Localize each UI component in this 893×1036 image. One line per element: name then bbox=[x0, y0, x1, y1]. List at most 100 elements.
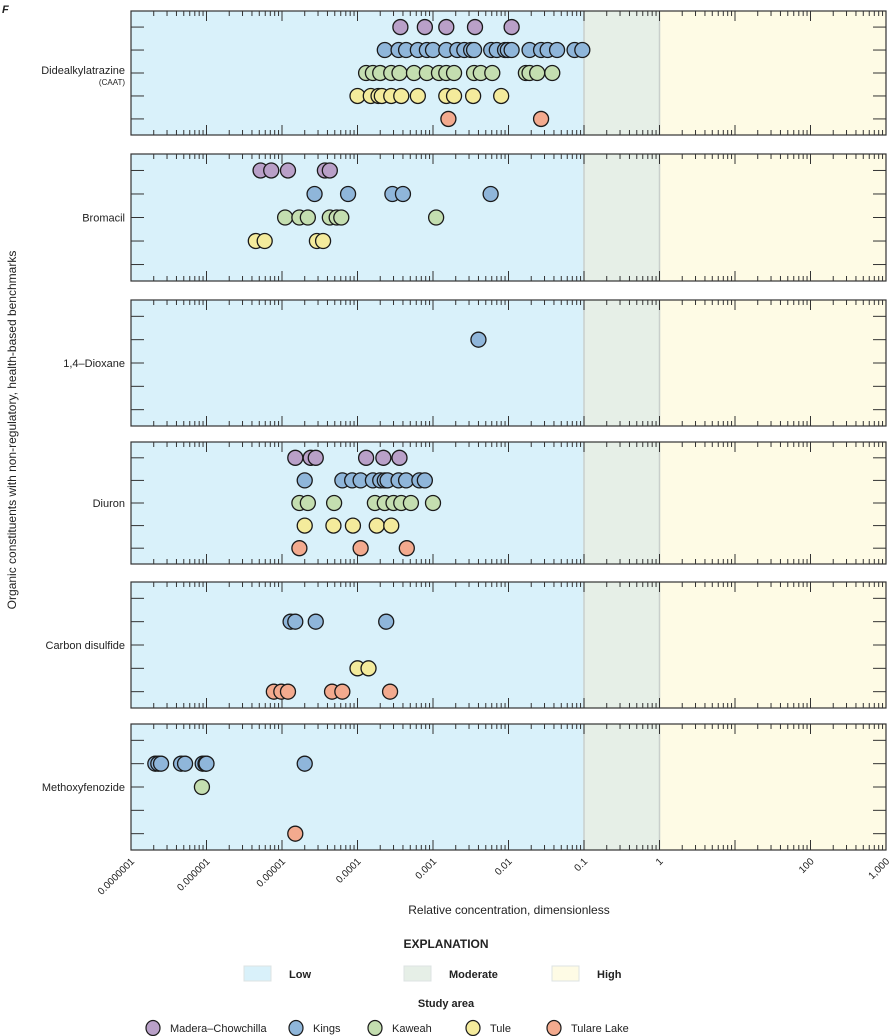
data-point-kings bbox=[470, 331, 487, 348]
data-point-kaweah bbox=[424, 494, 442, 512]
legend-marker-madera-chowchilla bbox=[145, 1019, 161, 1036]
data-point-kings bbox=[307, 613, 324, 630]
data-point-kaweah bbox=[325, 494, 343, 512]
x-tick-label: 0.01 bbox=[493, 856, 515, 878]
legend-marker-kaweah bbox=[367, 1019, 383, 1036]
panel-sublabel: (CAAT) bbox=[99, 78, 125, 87]
data-point-kaweah bbox=[193, 778, 211, 796]
data-point-kaweah bbox=[299, 494, 317, 512]
data-point-tulare-lake bbox=[334, 683, 351, 700]
x-tick-label: 100 bbox=[797, 856, 817, 876]
legend: EXPLANATION Low Moderate High Study area M… bbox=[145, 937, 629, 1036]
panel-label: Diuron bbox=[93, 498, 125, 510]
x-axis-label: Relative concentration, dimensionless bbox=[408, 903, 609, 917]
data-point-kings bbox=[574, 41, 591, 59]
x-tick-labels: 0.0000001 0.000001 0.00001 0.0001 0.001 0.01 0… bbox=[96, 856, 893, 898]
legend-label-madera-chowchilla: Madera–Chowchilla bbox=[170, 1023, 267, 1035]
band-high bbox=[659, 442, 886, 564]
data-point-kings bbox=[503, 41, 520, 59]
data-point-madera-chowchilla bbox=[391, 449, 408, 466]
data-point-madera-chowchilla bbox=[357, 449, 375, 466]
x-tick-label: 1,000 bbox=[867, 856, 893, 882]
panel-label: 1,4–Dioxane bbox=[63, 358, 125, 370]
x-tick-label: 1 bbox=[654, 856, 666, 868]
data-point-tule bbox=[296, 517, 313, 534]
data-point-kings bbox=[296, 755, 313, 772]
x-tick-label: 0.001 bbox=[414, 856, 440, 882]
data-point-tule bbox=[383, 517, 400, 534]
legend-label-low: Low bbox=[289, 969, 311, 981]
legend-label-high: High bbox=[597, 969, 622, 981]
data-point-kaweah bbox=[276, 209, 294, 226]
data-point-kings bbox=[548, 41, 566, 59]
data-point-kings bbox=[376, 41, 393, 59]
band-moderate bbox=[584, 724, 660, 850]
data-point-tule bbox=[464, 87, 482, 105]
data-point-kings bbox=[378, 613, 395, 630]
data-point-tule bbox=[368, 517, 385, 534]
legend-study-area-title: Study area bbox=[418, 998, 475, 1010]
data-point-kaweah bbox=[391, 64, 408, 82]
data-point-kings bbox=[482, 185, 499, 203]
data-point-kings bbox=[296, 472, 313, 489]
data-point-tule bbox=[344, 517, 362, 534]
band-moderate bbox=[584, 582, 660, 708]
band-high bbox=[659, 300, 886, 426]
band-high bbox=[659, 724, 886, 850]
x-tick-label: 0.00001 bbox=[255, 856, 289, 890]
legend-swatch-low bbox=[243, 965, 272, 982]
data-point-tule bbox=[256, 232, 273, 250]
band-moderate bbox=[584, 300, 660, 426]
panel-label: Bromacil bbox=[82, 213, 125, 225]
data-point-madera-chowchilla bbox=[392, 18, 409, 36]
data-point-kaweah bbox=[299, 209, 317, 226]
data-point-madera-chowchilla bbox=[466, 18, 484, 36]
data-point-madera-chowchilla bbox=[438, 18, 455, 36]
band-low bbox=[131, 154, 584, 281]
data-point-kaweah bbox=[529, 64, 546, 82]
panel-2: 1,4–Dioxane bbox=[63, 299, 887, 427]
legend-label-moderate: Moderate bbox=[449, 969, 498, 981]
band-high bbox=[659, 154, 886, 281]
data-point-madera-chowchilla bbox=[503, 18, 520, 36]
x-tick-label: 0.1 bbox=[573, 856, 591, 874]
data-point-tulare-lake bbox=[532, 110, 550, 128]
data-point-kings bbox=[465, 41, 483, 59]
data-point-madera-chowchilla bbox=[287, 449, 304, 466]
panels: Didealkylatrazine(CAAT) Bromacil 1,4–Dioxa… bbox=[41, 10, 887, 851]
data-point-kings bbox=[287, 613, 304, 630]
data-point-tulare-lake bbox=[291, 540, 308, 557]
panel-label: Carbon disulfide bbox=[46, 640, 126, 652]
data-point-tule bbox=[493, 87, 510, 105]
data-point-tulare-lake bbox=[440, 110, 457, 128]
panel-5: Methoxyfenozide bbox=[42, 723, 887, 851]
data-point-kaweah bbox=[427, 209, 445, 226]
data-point-kaweah bbox=[544, 64, 561, 82]
data-point-kings bbox=[306, 185, 323, 203]
data-point-kaweah bbox=[445, 64, 463, 82]
band-high bbox=[659, 582, 886, 708]
data-point-kings bbox=[198, 755, 215, 772]
data-point-tulare-lake bbox=[398, 540, 415, 557]
data-point-madera-chowchilla bbox=[279, 162, 297, 179]
panel-3: Diuron bbox=[93, 441, 887, 565]
legend-marker-tule bbox=[465, 1019, 481, 1036]
legend-title: EXPLANATION bbox=[403, 937, 488, 951]
band-moderate bbox=[584, 442, 660, 564]
legend-label-kings: Kings bbox=[313, 1023, 341, 1035]
x-tick-label: 0.0000001 bbox=[96, 856, 138, 898]
data-point-kaweah bbox=[402, 494, 420, 512]
data-point-kings bbox=[176, 755, 194, 772]
y-axis-label: Organic constituents with non-regulatory… bbox=[5, 251, 19, 610]
panel-0: Didealkylatrazine(CAAT) bbox=[41, 10, 887, 136]
data-point-kaweah bbox=[333, 209, 350, 226]
data-point-tule bbox=[314, 232, 332, 250]
legend-swatch-high bbox=[551, 965, 580, 982]
panel-label: Didealkylatrazine bbox=[41, 65, 125, 77]
band-moderate bbox=[584, 154, 660, 281]
data-point-tule bbox=[445, 87, 463, 105]
data-point-kings bbox=[339, 185, 357, 203]
data-point-madera-chowchilla bbox=[375, 449, 392, 466]
data-point-kaweah bbox=[484, 64, 501, 82]
